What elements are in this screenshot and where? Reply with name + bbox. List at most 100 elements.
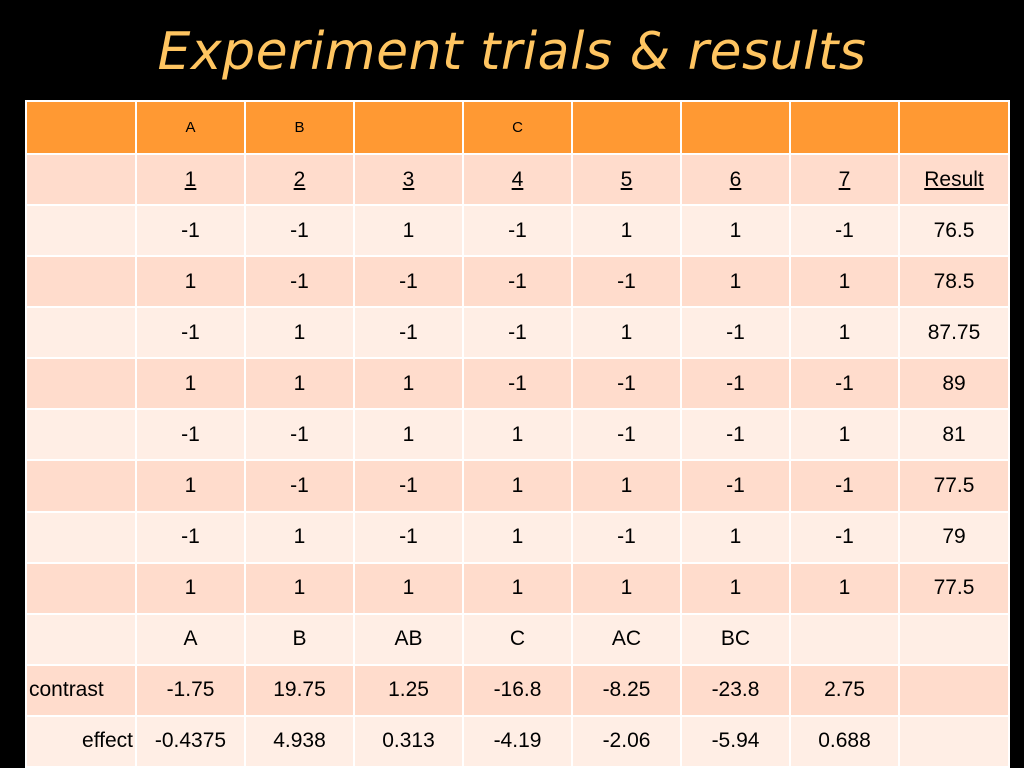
contrast-cell: -1.75 — [135, 663, 246, 717]
table-row: -1 1 -1 -1 1 -1 1 87.75 — [25, 306, 1010, 360]
column-number-cell-text: 1 — [184, 167, 197, 191]
column-number-cell: 3 — [353, 152, 464, 207]
slide-title: Experiment trials & results — [157, 22, 867, 82]
result-cell: 77.5 — [898, 459, 1010, 513]
header-cell: B — [244, 100, 355, 155]
trial-value-cell: -1 — [135, 510, 246, 564]
row-label-cell — [25, 459, 137, 513]
trial-value-cell: 1 — [353, 408, 464, 462]
trial-value-cell: -1 — [135, 306, 246, 360]
trial-value-cell: 1 — [244, 357, 355, 411]
column-number-cell: 5 — [571, 152, 682, 207]
contrast-cell: -16.8 — [462, 663, 573, 717]
result-cell: 78.5 — [898, 255, 1010, 309]
factor-cell — [789, 612, 900, 666]
trial-value-cell: -1 — [353, 459, 464, 513]
factor-row: A B AB C AC BC — [25, 612, 1010, 666]
trial-value-cell: 1 — [462, 561, 573, 615]
contrast-cell: 19.75 — [244, 663, 355, 717]
table-row: -1 -1 1 1 -1 -1 1 81 — [25, 408, 1010, 462]
trial-value-cell: 1 — [353, 357, 464, 411]
factor-cell: C — [462, 612, 573, 666]
trial-value-cell: -1 — [571, 408, 682, 462]
factor-cell: A — [135, 612, 246, 666]
trial-value-cell: -1 — [462, 357, 573, 411]
trial-value-cell: -1 — [571, 255, 682, 309]
trial-value-cell: -1 — [789, 510, 900, 564]
trial-value-cell: 1 — [680, 561, 791, 615]
empty-cell — [898, 714, 1010, 768]
trial-value-cell: 1 — [244, 510, 355, 564]
effect-cell: 4.938 — [244, 714, 355, 768]
column-number-cell: 7 — [789, 152, 900, 207]
table-row: -1 -1 1 -1 1 1 -1 76.5 — [25, 204, 1010, 258]
header-cell: A — [135, 100, 246, 155]
header-cell — [25, 100, 137, 155]
column-number-cell-text: 7 — [838, 167, 851, 191]
row-label-cell — [25, 510, 137, 564]
table-row: -1 1 -1 1 -1 1 -1 79 — [25, 510, 1010, 564]
column-number-cell-text: 2 — [293, 167, 306, 191]
trial-value-cell: 1 — [680, 204, 791, 258]
trial-value-cell: 1 — [789, 306, 900, 360]
trial-value-cell: 1 — [571, 306, 682, 360]
row-label-cell — [25, 255, 137, 309]
trial-value-cell: 1 — [571, 561, 682, 615]
column-number-cell: 6 — [680, 152, 791, 207]
trial-value-cell: 1 — [135, 357, 246, 411]
table-row: 1 -1 -1 1 1 -1 -1 77.5 — [25, 459, 1010, 513]
result-cell: 76.5 — [898, 204, 1010, 258]
header-cell — [571, 100, 682, 155]
header-cell — [680, 100, 791, 155]
column-number-row: 1 2 3 4 5 6 7 Result — [25, 152, 1010, 207]
trials-table: A B C 1 2 3 4 5 6 7 Result -1 -1 1 -1 1 1 -1 76.5 1 -1 -1 -1 -1… — [25, 100, 1010, 768]
trial-value-cell: 1 — [244, 561, 355, 615]
trial-value-cell: 1 — [571, 204, 682, 258]
effect-cell: -2.06 — [571, 714, 682, 768]
trial-value-cell: -1 — [353, 510, 464, 564]
header-cell: C — [462, 100, 573, 155]
effect-cell: -5.94 — [680, 714, 791, 768]
row-label-cell — [25, 152, 137, 207]
factor-cell: AC — [571, 612, 682, 666]
trial-value-cell: -1 — [353, 255, 464, 309]
trial-value-cell: -1 — [135, 204, 246, 258]
trial-value-cell: 1 — [789, 561, 900, 615]
result-cell: 79 — [898, 510, 1010, 564]
contrast-cell: 1.25 — [353, 663, 464, 717]
result-header-cell: Result — [898, 152, 1010, 207]
row-label-cell — [25, 204, 137, 258]
trial-value-cell: -1 — [244, 204, 355, 258]
trial-value-cell: 1 — [353, 561, 464, 615]
trial-value-cell: 1 — [680, 255, 791, 309]
column-number-cell: 2 — [244, 152, 355, 207]
trial-value-cell: 1 — [680, 510, 791, 564]
result-cell: 81 — [898, 408, 1010, 462]
contrast-cell: -23.8 — [680, 663, 791, 717]
contrast-label: contrast — [25, 663, 137, 717]
trial-value-cell: 1 — [135, 561, 246, 615]
trial-value-cell: -1 — [244, 408, 355, 462]
effect-label: effect — [25, 714, 137, 768]
table-row: 1 1 1 1 1 1 1 77.5 — [25, 561, 1010, 615]
column-number-cell-text: 4 — [511, 167, 524, 191]
column-number-cell-text: 6 — [729, 167, 742, 191]
trial-value-cell: 1 — [353, 204, 464, 258]
column-number-cell: 1 — [135, 152, 246, 207]
trial-value-cell: -1 — [462, 204, 573, 258]
result-cell: 77.5 — [898, 561, 1010, 615]
trial-value-cell: -1 — [462, 306, 573, 360]
trial-value-cell: 1 — [571, 459, 682, 513]
factor-cell: BC — [680, 612, 791, 666]
trial-value-cell: -1 — [462, 255, 573, 309]
trial-value-cell: 1 — [462, 510, 573, 564]
factor-cell: AB — [353, 612, 464, 666]
row-label-cell — [25, 561, 137, 615]
column-number-cell-text: 5 — [620, 167, 633, 191]
header-cell — [789, 100, 900, 155]
effect-row: effect -0.4375 4.938 0.313 -4.19 -2.06 -5.94 0.… — [25, 714, 1010, 768]
trial-value-cell: 1 — [462, 408, 573, 462]
trial-value-cell: -1 — [244, 255, 355, 309]
trial-value-cell: -1 — [680, 357, 791, 411]
